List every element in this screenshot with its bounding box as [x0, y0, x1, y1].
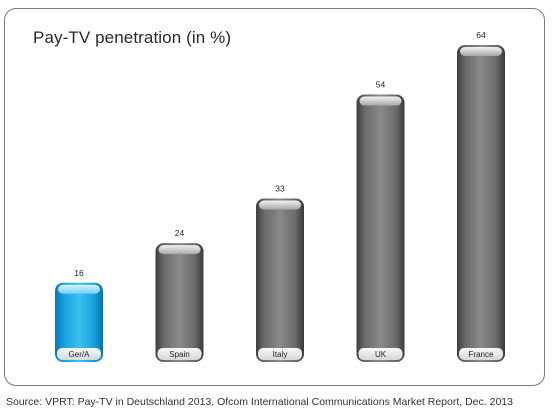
- bar-cap-italy: [259, 200, 301, 210]
- bar-spain: [155, 243, 204, 362]
- bar-cap-uk: [359, 96, 402, 106]
- value-label-italy: 33: [275, 184, 285, 194]
- bar-italy: [256, 198, 304, 362]
- category-label-uk: UK: [375, 350, 387, 359]
- bar-ger-a: [55, 282, 103, 362]
- bar-label-band-italy: [258, 348, 302, 360]
- category-label-france: France: [469, 350, 494, 359]
- chart-title: Pay-TV penetration (in %): [33, 28, 232, 47]
- bar-uk: [356, 94, 405, 362]
- bar-cap-france: [460, 47, 502, 56]
- bar-label-band-france: [459, 348, 503, 360]
- bar-label-band-ger-a: [57, 348, 101, 360]
- value-label-uk: 54: [376, 80, 386, 90]
- category-label-spain: Spain: [169, 350, 189, 359]
- value-label-france: 64: [476, 30, 486, 40]
- bars-layer: Ger/A 16 Spain 24 Italy 33 UK 54 France 64: [55, 30, 505, 362]
- value-label-ger-a: 16: [74, 268, 84, 278]
- value-label-spain: 24: [175, 228, 185, 238]
- bar-label-band-uk: [358, 348, 403, 360]
- source-note: Source: VPRT: Pay-TV in Deutschland 2013…: [6, 396, 513, 408]
- bar-label-band-spain: [157, 348, 202, 360]
- category-label-ger-a: Ger/A: [69, 350, 91, 359]
- category-label-italy: Italy: [273, 350, 288, 359]
- bar-france: [457, 45, 505, 362]
- bar-cap-spain: [158, 245, 201, 255]
- bar-cap-ger-a: [58, 284, 100, 294]
